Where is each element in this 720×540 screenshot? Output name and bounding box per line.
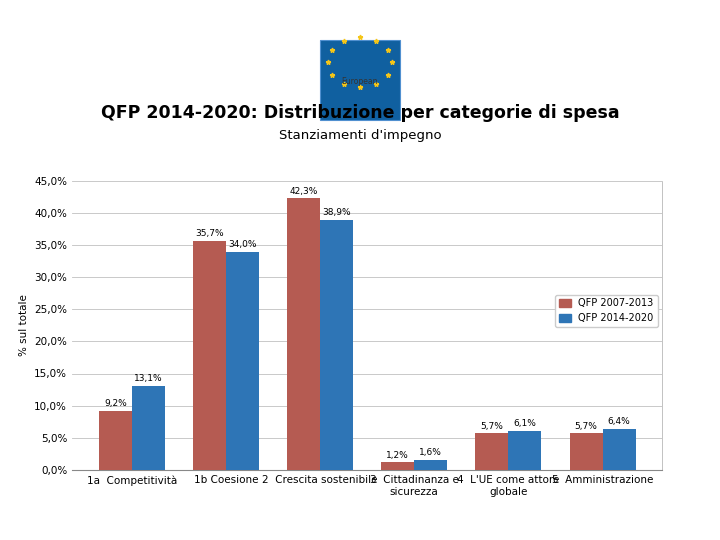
Text: 1,6%: 1,6% <box>419 448 442 457</box>
Bar <box>508 430 541 470</box>
Bar <box>570 433 603 470</box>
Text: European: European <box>342 77 378 86</box>
Text: 35,7%: 35,7% <box>195 229 224 238</box>
Bar <box>99 411 132 470</box>
FancyBboxPatch shape <box>320 40 400 120</box>
Text: 34,0%: 34,0% <box>228 240 257 249</box>
Bar <box>193 241 226 470</box>
Text: 1,2%: 1,2% <box>387 450 409 460</box>
Text: Stanziamenti d'impegno: Stanziamenti d'impegno <box>279 129 441 141</box>
Bar <box>603 429 636 470</box>
Text: 38,9%: 38,9% <box>323 208 351 218</box>
Bar <box>132 386 165 470</box>
Bar <box>226 252 259 470</box>
Text: 6,4%: 6,4% <box>608 417 631 426</box>
Text: 6,1%: 6,1% <box>513 419 536 428</box>
Bar <box>475 433 508 470</box>
Bar <box>320 220 353 470</box>
Text: QFP 2014-2020: Distribuzione per categorie di spesa: QFP 2014-2020: Distribuzione per categor… <box>101 104 619 123</box>
Text: 13,1%: 13,1% <box>134 374 163 383</box>
Text: 5,7%: 5,7% <box>480 422 503 430</box>
Legend: QFP 2007-2013, QFP 2014-2020: QFP 2007-2013, QFP 2014-2020 <box>555 295 657 327</box>
Y-axis label: % sul totale: % sul totale <box>19 294 29 356</box>
Text: 9,2%: 9,2% <box>104 399 127 408</box>
Bar <box>287 198 320 470</box>
Text: 42,3%: 42,3% <box>289 187 318 195</box>
Bar <box>382 462 414 470</box>
Text: 5,7%: 5,7% <box>575 422 598 430</box>
Bar <box>414 460 447 470</box>
